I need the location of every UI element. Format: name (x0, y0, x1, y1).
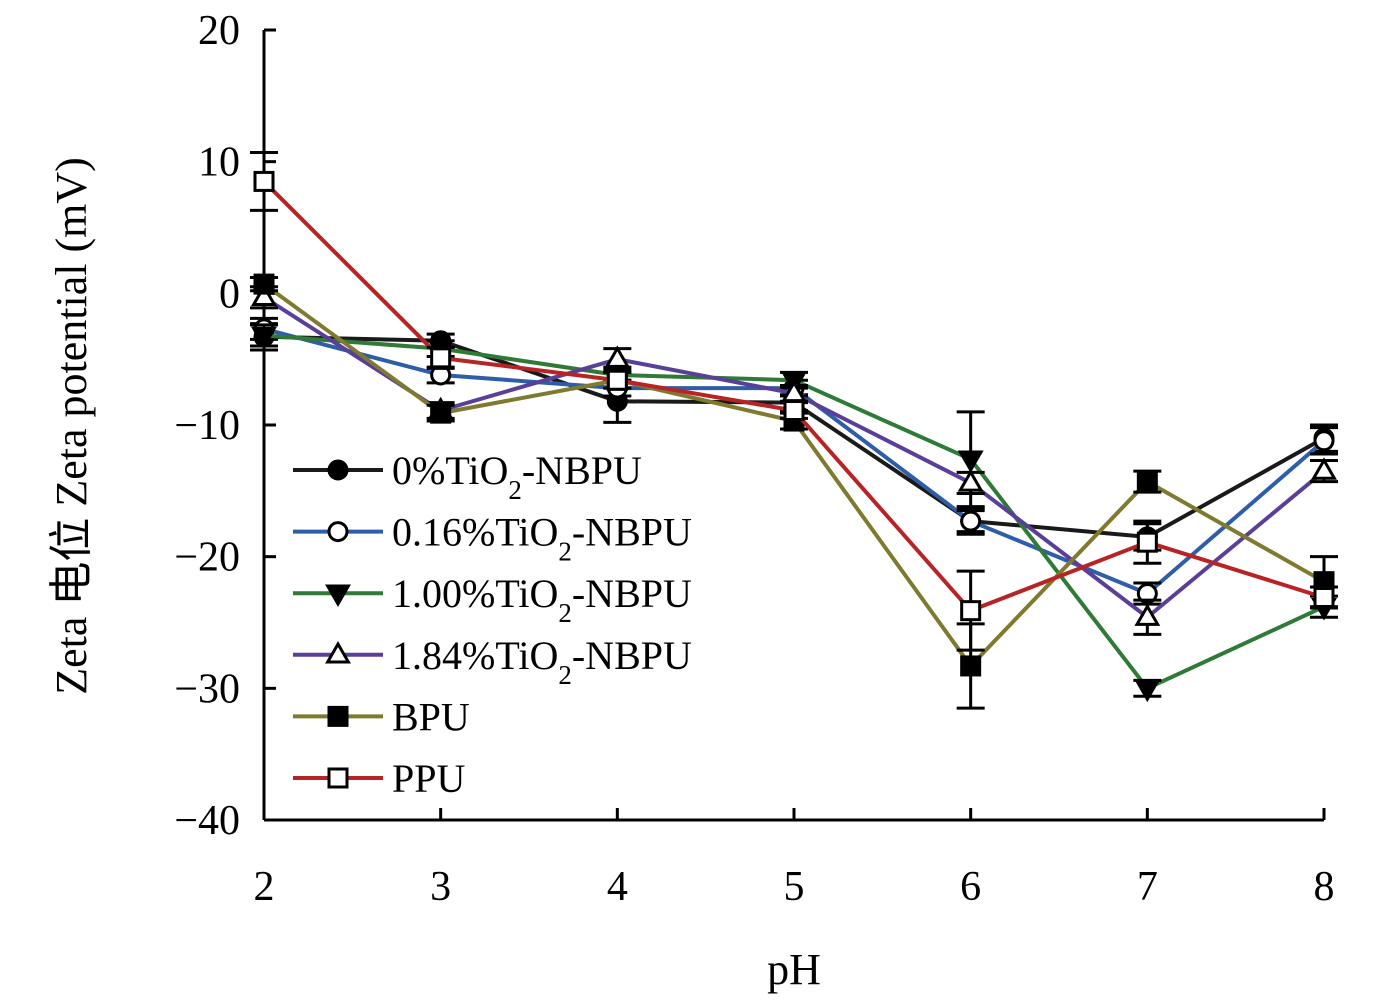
data-point (1313, 586, 1335, 608)
data-point (1134, 679, 1161, 703)
legend-marker (327, 459, 349, 481)
data-point (960, 600, 982, 622)
series-6 (250, 150, 1338, 652)
x-tick-label: 7 (1137, 864, 1158, 910)
legend-item-3: 1.00%TiO2-NBPU (293, 571, 692, 628)
data-point (251, 326, 277, 350)
legend-item-1: 0%TiO2-NBPU (293, 448, 642, 505)
legend-label: 0%TiO2-NBPU (392, 448, 642, 505)
series-layer (250, 150, 1338, 710)
data-point (1136, 471, 1158, 493)
legend-label: 0.16%TiO2-NBPU (392, 510, 692, 567)
y-tick-label: −30 (174, 666, 240, 712)
series-line (263, 334, 1325, 539)
data-point (604, 345, 631, 368)
data-point (606, 369, 628, 391)
data-point (957, 469, 984, 492)
x-axis-ticks: 2 3 4 5 6 7 8 (254, 808, 1335, 910)
data-point (1134, 603, 1161, 626)
data-point (783, 400, 805, 422)
legend-label: 1.84%TiO2-NBPU (392, 633, 692, 690)
legend-label: PPU (392, 756, 465, 801)
data-point (251, 283, 277, 306)
x-tick-label: 4 (607, 864, 628, 910)
data-point (960, 655, 982, 677)
data-point (1136, 531, 1158, 553)
data-point (957, 450, 984, 474)
legend-marker (327, 521, 349, 543)
series-5 (250, 273, 1338, 710)
y-axis-title: Zeta 电位 Zeta potential (mV) (47, 157, 96, 695)
x-tick-label: 2 (254, 864, 275, 910)
y-tick-label: −10 (174, 403, 240, 449)
legend-label: BPU (392, 694, 470, 739)
data-point (1313, 430, 1335, 452)
data-point (430, 347, 452, 369)
x-axis-title: pH (767, 945, 821, 994)
legend-label: 1.00%TiO2-NBPU (392, 571, 692, 628)
data-point (253, 170, 275, 192)
legend-marker (325, 640, 351, 664)
y-tick-label: −40 (174, 798, 240, 844)
legend-item-6: PPU (293, 756, 465, 801)
data-point (430, 402, 452, 424)
y-axis-ticks: 20 10 0 −10 −20 −30 −40 (174, 8, 276, 844)
data-point (253, 273, 275, 295)
legend: 0%TiO2-NBPU0.16%TiO2-NBPU1.00%TiO2-NBPU1… (293, 448, 692, 801)
x-tick-label: 8 (1314, 864, 1335, 910)
y-tick-label: 10 (198, 140, 240, 186)
legend-item-2: 0.16%TiO2-NBPU (293, 510, 692, 567)
data-point (1311, 457, 1337, 480)
x-tick-label: 5 (784, 864, 805, 910)
legend-marker (327, 705, 349, 727)
y-tick-label: 20 (198, 8, 240, 54)
x-tick-label: 3 (430, 864, 451, 910)
legend-item-4: 1.84%TiO2-NBPU (293, 633, 692, 690)
y-tick-label: 0 (219, 271, 240, 317)
x-tick-label: 6 (960, 864, 981, 910)
legend-marker (327, 767, 349, 789)
y-tick-label: −20 (174, 535, 240, 581)
legend-marker (325, 584, 351, 608)
legend-item-5: BPU (293, 694, 470, 739)
data-point (960, 510, 982, 532)
